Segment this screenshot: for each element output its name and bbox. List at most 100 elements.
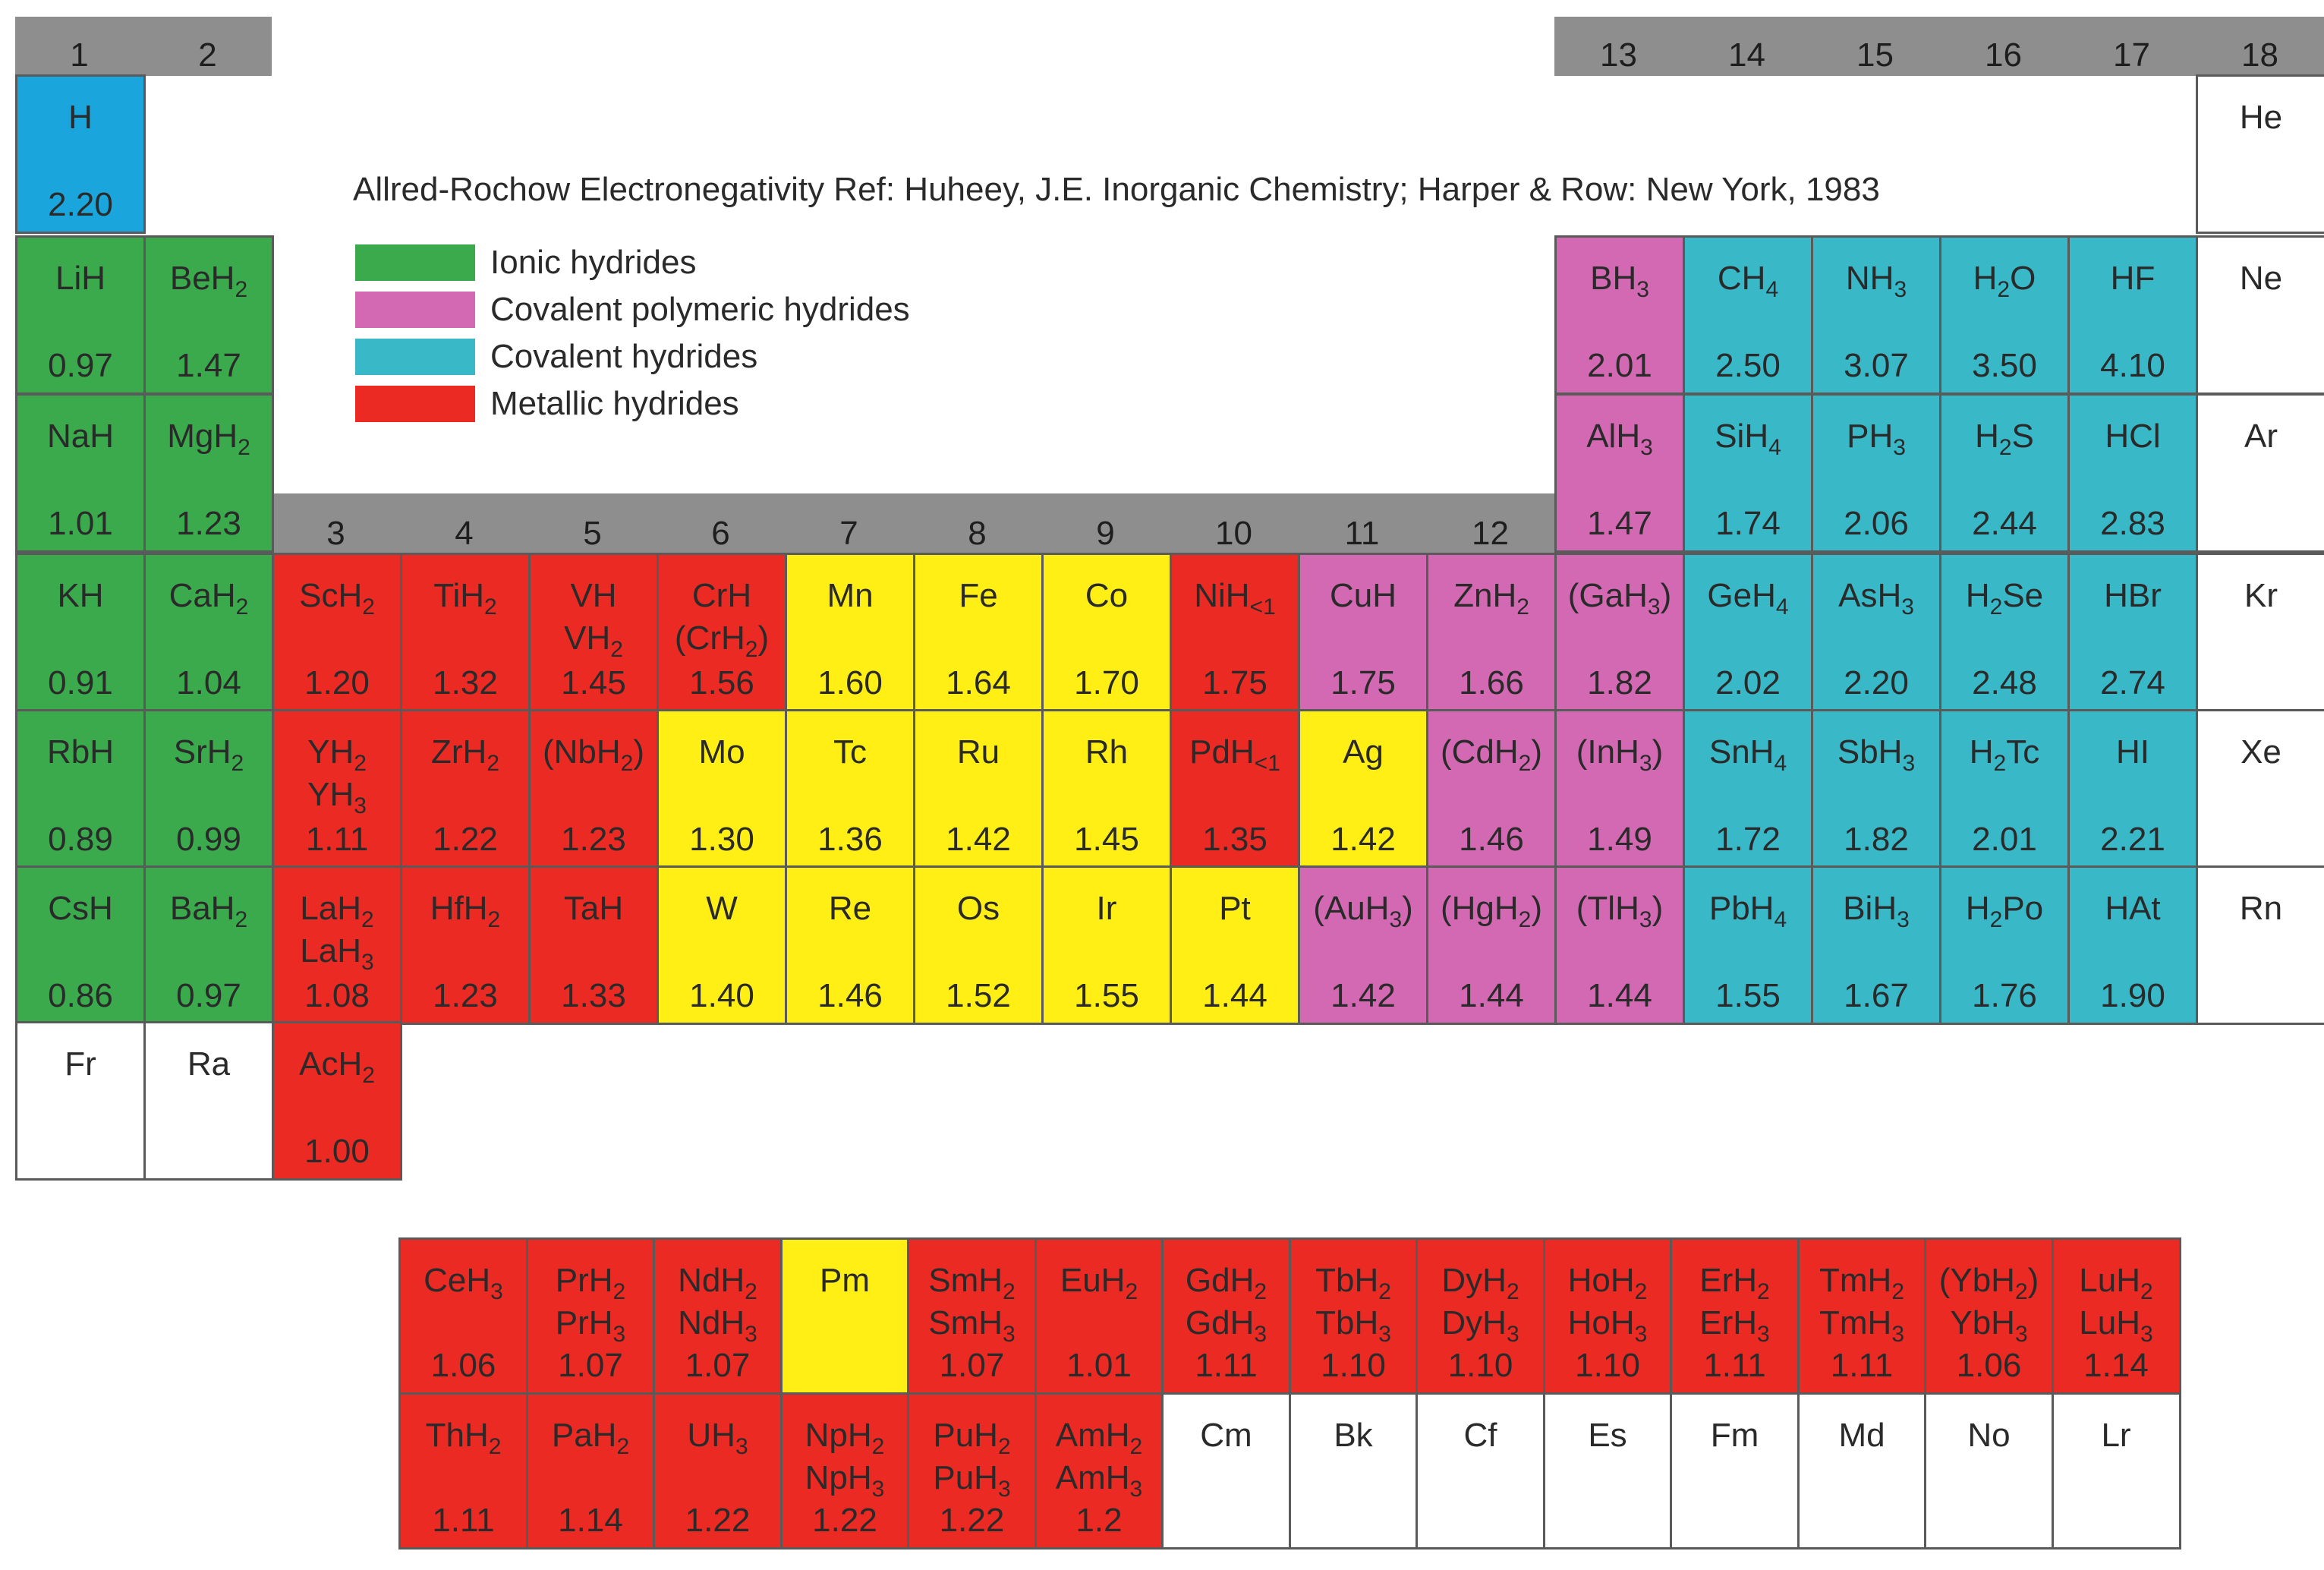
electronegativity-value: 1.66 — [1459, 664, 1524, 701]
electronegativity-value: 0.86 — [48, 977, 113, 1014]
formula-label: HI — [2116, 733, 2149, 771]
legend-swatch-ionic — [355, 244, 475, 281]
element-cell-15-4: AsH3 2.20 — [1811, 553, 1941, 712]
electronegativity-value: 1.46 — [817, 977, 883, 1014]
formula-label: KH — [57, 577, 104, 614]
actinide-cell: Bk — [1288, 1392, 1419, 1550]
formula-label: SnH4 — [1708, 733, 1787, 776]
electronegativity-value: 1.23 — [176, 505, 241, 542]
formula-label: ZrH2 — [431, 733, 499, 776]
formula-label: He — [2239, 99, 2283, 136]
group-number-12: 12 — [1426, 493, 1554, 554]
formula-label: Ra — [187, 1045, 231, 1083]
formula-label: PdH<1 — [1189, 733, 1280, 776]
electronegativity-value: 1.11 — [1703, 1347, 1766, 1384]
electronegativity-value: 1.04 — [176, 664, 241, 701]
formula-label: LaH2 LaH3 — [300, 890, 374, 975]
legend-swatch-metallic — [355, 386, 475, 422]
electronegativity-value: 1.70 — [1074, 664, 1139, 701]
formula-label: PH3 — [1847, 418, 1906, 460]
electronegativity-value: 1.75 — [1330, 664, 1396, 701]
element-cell-9-5: Rh 1.45 — [1041, 709, 1172, 869]
electronegativity-value: 1.42 — [946, 821, 1011, 858]
electronegativity-value: 1.44 — [1202, 977, 1267, 1014]
element-cell-12-5: (CdH2) 1.46 — [1426, 709, 1557, 869]
formula-label: Cm — [1200, 1417, 1252, 1454]
lanthanide-cell: LuH2 LuH3 1.14 — [2051, 1237, 2181, 1395]
element-cell-1-3: NaH 1.01 — [15, 393, 146, 553]
formula-label: (YbH2) YbH3 — [1938, 1262, 2039, 1347]
lanthanide-cell: NdH2 NdH3 1.07 — [653, 1237, 783, 1395]
element-cell-1-4: KH 0.91 — [15, 553, 146, 712]
formula-label: AsH3 — [1838, 577, 1914, 619]
group-number-15: 15 — [1811, 17, 1939, 76]
formula-label: Bk — [1334, 1417, 1373, 1454]
element-cell-2-6: BaH2 0.97 — [143, 865, 274, 1025]
electronegativity-value: 1.46 — [1459, 821, 1524, 858]
element-cell-15-2: NH3 3.07 — [1811, 235, 1941, 395]
element-cell-4-4: TiH2 1.32 — [400, 553, 531, 712]
formula-label: BaH2 — [169, 890, 248, 932]
formula-label: TbH2 TbH3 — [1315, 1262, 1391, 1347]
element-cell-13-6: (TlH3) 1.44 — [1554, 865, 1685, 1025]
electronegativity-value: 2.44 — [1972, 505, 2037, 542]
formula-label: (AuH3) — [1313, 890, 1413, 932]
formula-label: GeH4 — [1707, 577, 1789, 619]
electronegativity-value: 2.02 — [1715, 664, 1781, 701]
electronegativity-value: 1.42 — [1330, 977, 1396, 1014]
electronegativity-value: 1.44 — [1459, 977, 1524, 1014]
reference-note: Allred-Rochow Electronegativity Ref: Huh… — [353, 171, 1880, 208]
formula-label: NdH2 NdH3 — [678, 1262, 757, 1347]
actinide-cell: ThH2 1.11 — [398, 1392, 528, 1550]
electronegativity-value: 1.75 — [1202, 664, 1267, 701]
element-cell-15-3: PH3 2.06 — [1811, 393, 1941, 553]
actinide-cell: Md — [1797, 1392, 1927, 1550]
electronegativity-value: 1.40 — [689, 977, 754, 1014]
lanthanide-cell: CeH3 1.06 — [398, 1237, 528, 1395]
element-cell-4-6: HfH2 1.23 — [400, 865, 531, 1025]
formula-label: TaH — [563, 890, 624, 927]
formula-label: LuH2 LuH3 — [2079, 1262, 2153, 1347]
formula-label: Es — [1588, 1417, 1627, 1454]
element-cell-3-5: YH2 YH3 1.11 — [272, 709, 402, 869]
electronegativity-value: 1.74 — [1715, 505, 1781, 542]
element-cell-14-3: SiH4 1.74 — [1683, 393, 1813, 553]
formula-label: HCl — [2105, 418, 2161, 455]
formula-label: HF — [2110, 260, 2156, 297]
element-cell-15-5: SbH3 1.82 — [1811, 709, 1941, 869]
lanthanide-cell: PrH2 PrH3 1.07 — [525, 1237, 656, 1395]
electronegativity-value: 0.99 — [176, 821, 241, 858]
element-cell-12-4: ZnH2 1.66 — [1426, 553, 1557, 712]
formula-label: Mo — [698, 733, 745, 771]
formula-label: AlH3 — [1586, 418, 1653, 460]
formula-label: Ir — [1096, 890, 1117, 927]
lanthanide-cell: ErH2 ErH3 1.11 — [1670, 1237, 1800, 1395]
group-number-18: 18 — [2196, 17, 2324, 76]
element-cell-7-5: Tc 1.36 — [785, 709, 915, 869]
electronegativity-value: 1.30 — [689, 821, 754, 858]
element-cell-2-2: BeH2 1.47 — [143, 235, 274, 395]
electronegativity-value: 1.07 — [558, 1347, 623, 1384]
actinide-cell: NpH2 NpH3 1.22 — [779, 1392, 910, 1550]
electronegativity-value: 1.60 — [817, 664, 883, 701]
electronegativity-value: 1.47 — [176, 347, 241, 384]
actinide-cell: AmH2 AmH3 1.2 — [1034, 1392, 1164, 1550]
formula-label: CuH — [1329, 577, 1397, 614]
legend-swatch-polymeric — [355, 292, 475, 328]
formula-label: CrH (CrH2) — [674, 577, 770, 662]
formula-label: DyH2 DyH3 — [1441, 1262, 1519, 1347]
electronegativity-value: 1.23 — [433, 977, 498, 1014]
formula-label: H2Po — [1965, 890, 2044, 932]
electronegativity-value: 2.01 — [1587, 347, 1652, 384]
element-cell-18-3: Ar — [2196, 393, 2324, 553]
formula-label: TmH2 TmH3 — [1819, 1262, 1904, 1347]
formula-label: HoH2 HoH3 — [1567, 1262, 1648, 1347]
formula-label: Fm — [1710, 1417, 1759, 1454]
electronegativity-value: 1.01 — [48, 505, 113, 542]
lanthanide-cell: GdH2 GdH3 1.11 — [1161, 1237, 1291, 1395]
lanthanide-cell: TbH2 TbH3 1.10 — [1288, 1237, 1419, 1395]
element-cell-13-5: (InH3) 1.49 — [1554, 709, 1685, 869]
actinide-cell: Cm — [1161, 1392, 1291, 1550]
formula-label: Ar — [2244, 418, 2278, 455]
